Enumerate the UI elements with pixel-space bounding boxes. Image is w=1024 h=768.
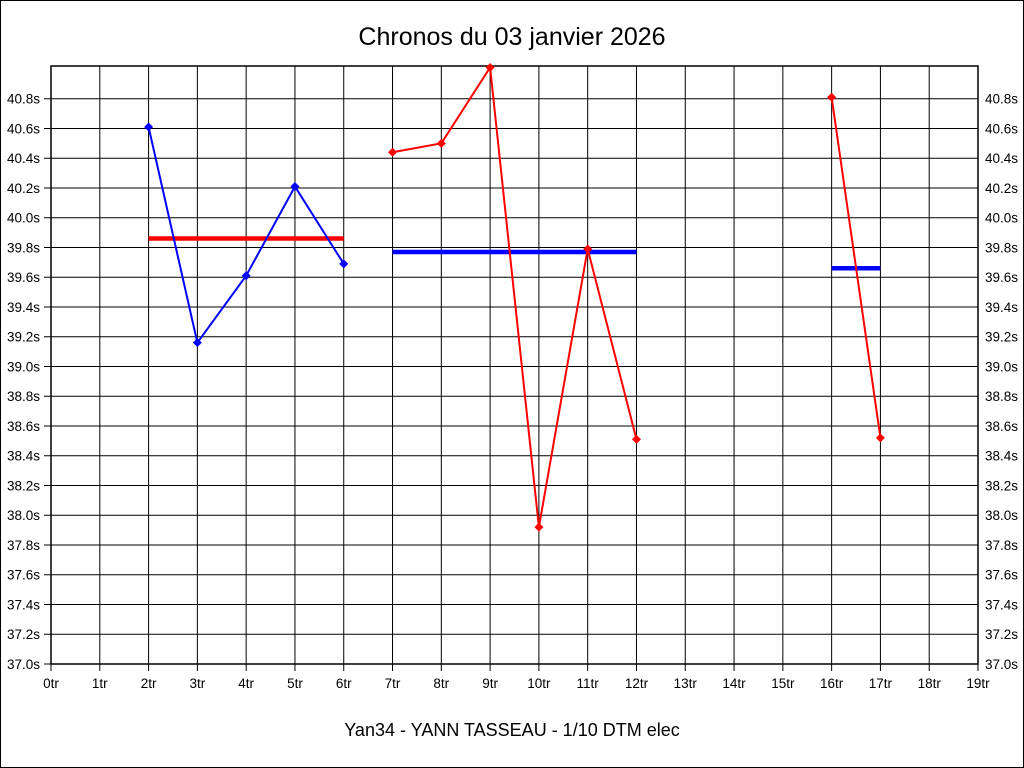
y-axis-tick-label-left: 40.2s: [7, 181, 40, 196]
stint-1-laps-point: [144, 122, 154, 132]
y-axis-tick-label-left: 40.8s: [7, 92, 40, 107]
x-axis-tick-label: 3tr: [189, 676, 205, 691]
stint-3-laps-line: [830, 97, 882, 439]
y-axis-tick-label-left: 40.6s: [7, 121, 40, 136]
y-axis-tick-label-left: 40.0s: [7, 211, 40, 226]
y-axis-tick-label-right: 40.8s: [985, 92, 1018, 107]
x-axis-tick-label: 10tr: [527, 676, 551, 691]
y-axis-tick-label-left: 39.4s: [7, 300, 40, 315]
y-axis-tick-label-right: 37.4s: [985, 597, 1018, 612]
x-axis-tick-label: 7tr: [385, 676, 401, 691]
y-axis-tick-label-left: 37.0s: [7, 657, 40, 672]
x-axis-tick-label: 5tr: [287, 676, 303, 691]
x-axis-tick-label: 8tr: [433, 676, 449, 691]
y-axis-tick-label-right: 40.2s: [985, 181, 1018, 196]
y-axis-tick-label-left: 39.0s: [7, 359, 40, 374]
x-axis-tick-label: 12tr: [625, 676, 649, 691]
y-axis-tick-label-left: 37.4s: [7, 597, 40, 612]
x-axis-tick-label: 18tr: [918, 676, 942, 691]
plot-border: [50, 65, 979, 665]
stint-3-laps-point: [827, 92, 837, 102]
y-axis-tick-label-left: 39.8s: [7, 240, 40, 255]
x-axis-tick-label: 0tr: [43, 676, 59, 691]
y-axis-tick-label-right: 39.6s: [985, 270, 1018, 285]
stint-1-laps-point: [290, 181, 300, 191]
y-axis-tick-label-left: 37.2s: [7, 627, 40, 642]
y-axis-tick-label-right: 38.8s: [985, 389, 1018, 404]
x-axis-tick-label: 6tr: [336, 676, 352, 691]
y-axis-tick-label-right: 39.8s: [985, 240, 1018, 255]
y-axis-tick-label-right: 39.2s: [985, 330, 1018, 345]
y-axis-tick-label-left: 38.8s: [7, 389, 40, 404]
y-axis-tick-label-left: 38.0s: [7, 508, 40, 523]
x-axis-tick-label: 2tr: [141, 676, 157, 691]
y-axis-tick-label-left: 38.6s: [7, 419, 40, 434]
y-axis-tick-label-right: 40.4s: [985, 151, 1018, 166]
y-axis-tick-label-left: 40.4s: [7, 151, 40, 166]
y-axis-tick-label-right: 38.4s: [985, 449, 1018, 464]
stint-1-laps-point: [192, 338, 202, 348]
stint-2-laps-point: [631, 434, 641, 444]
y-axis-tick-label-right: 40.0s: [985, 211, 1018, 226]
y-axis-tick-label-right: 37.8s: [985, 538, 1018, 553]
x-axis-tick-label: 19tr: [966, 676, 990, 691]
x-axis-tick-label: 14tr: [722, 676, 746, 691]
y-axis-tick-label-right: 39.0s: [985, 359, 1018, 374]
stint-2-laps-point: [583, 244, 593, 254]
x-axis-tick-label: 17tr: [869, 676, 893, 691]
y-axis-tick-label-left: 37.6s: [7, 568, 40, 583]
x-axis-tick-label: 16tr: [820, 676, 844, 691]
y-axis-tick-label-left: 39.2s: [7, 330, 40, 345]
y-axis-tick-label-left: 39.6s: [7, 270, 40, 285]
y-axis-tick-label-right: 38.0s: [985, 508, 1018, 523]
y-axis-tick-label-right: 38.6s: [985, 419, 1018, 434]
y-axis-tick-label-left: 38.2s: [7, 478, 40, 493]
chart-caption: Yan34 - YANN TASSEAU - 1/10 DTM elec: [344, 720, 680, 740]
x-axis-tick-label: 1tr: [92, 676, 108, 691]
stint-1-laps-point: [339, 259, 349, 269]
stint-2-laps-line: [392, 64, 638, 528]
stint-2-laps-point: [485, 62, 495, 72]
y-axis-tick-label-right: 40.6s: [985, 121, 1018, 136]
stint-1-laps-point: [241, 271, 251, 281]
chart-title: Chronos du 03 janvier 2026: [358, 23, 666, 51]
y-axis-tick-label-right: 38.2s: [985, 478, 1018, 493]
stint-2-laps-point: [388, 147, 398, 157]
y-axis-tick-label-right: 37.2s: [985, 627, 1018, 642]
y-axis-tick-label-left: 37.8s: [7, 538, 40, 553]
x-axis-tick-label: 11tr: [577, 676, 600, 691]
x-axis-tick-label: 9tr: [482, 676, 498, 691]
y-axis-tick-label-right: 37.0s: [985, 657, 1018, 672]
stint-3-laps-point: [875, 433, 885, 443]
stint-2-laps-point: [534, 522, 544, 532]
y-axis-tick-label-right: 37.6s: [985, 568, 1018, 583]
stint-2-laps-point: [436, 138, 446, 148]
x-axis-tick-label: 13tr: [674, 676, 698, 691]
y-axis-tick-label-right: 39.4s: [985, 300, 1018, 315]
x-axis-tick-label: 4tr: [238, 676, 254, 691]
y-axis-tick-label-left: 38.4s: [7, 449, 40, 464]
x-axis-tick-label: 15tr: [771, 676, 795, 691]
